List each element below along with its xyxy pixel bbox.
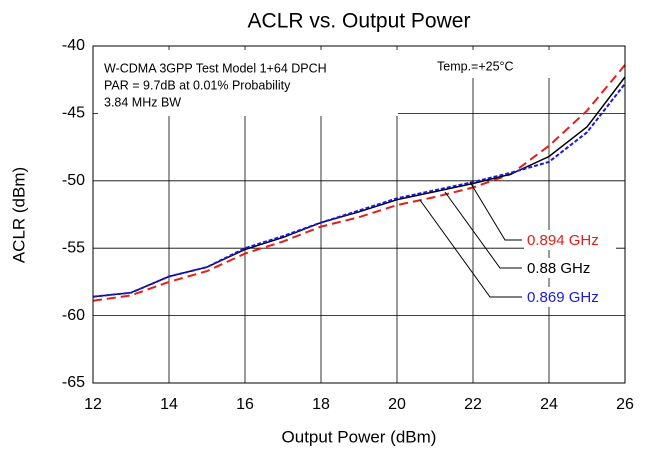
x-tick-label: 22 — [464, 396, 482, 413]
note: PAR = 9.7dB at 0.01% Probability — [104, 78, 291, 92]
leader-line — [419, 199, 522, 298]
label-bg — [524, 230, 616, 250]
x-tick-label: 16 — [236, 396, 254, 413]
leader-line — [444, 191, 522, 269]
x-tick-label: 26 — [616, 396, 634, 413]
note: Temp.=+25°C — [437, 59, 514, 73]
plot-frame — [92, 45, 626, 384]
x-tick-label: 14 — [160, 396, 178, 413]
legend-label: 0.88 GHz — [527, 260, 590, 277]
y-axis-label: ACLR (dBm) — [9, 167, 28, 263]
note: W-CDMA 3GPP Test Model 1+64 DPCH — [104, 61, 327, 75]
y-tick-label: -55 — [62, 239, 85, 256]
series-line — [92, 64, 626, 302]
plot — [92, 64, 626, 302]
y-tick-label: -40 — [62, 37, 85, 54]
leader-line — [469, 181, 522, 241]
note-box — [430, 50, 560, 78]
note-box — [98, 50, 398, 116]
note: 3.84 MHz BW — [104, 95, 181, 109]
series-line — [92, 83, 626, 298]
y-tick-label: -65 — [62, 374, 85, 391]
x-tick-label: 24 — [540, 396, 558, 413]
x-tick-label: 20 — [388, 396, 406, 413]
x-axis-label: Output Power (dBm) — [282, 427, 437, 446]
x-tick-label: 12 — [84, 396, 102, 413]
legend-label: 0.894 GHz — [527, 232, 599, 249]
y-tick-label: -50 — [62, 172, 85, 189]
y-tick-label: -45 — [62, 105, 85, 122]
y-tick-label: -60 — [62, 307, 85, 324]
label-bg — [524, 258, 616, 278]
x-tick-label: 18 — [312, 396, 330, 413]
chart-title: ACLR vs. Output Power — [248, 10, 471, 33]
label-bg — [524, 287, 616, 307]
legend-label: 0.869 GHz — [527, 289, 599, 306]
